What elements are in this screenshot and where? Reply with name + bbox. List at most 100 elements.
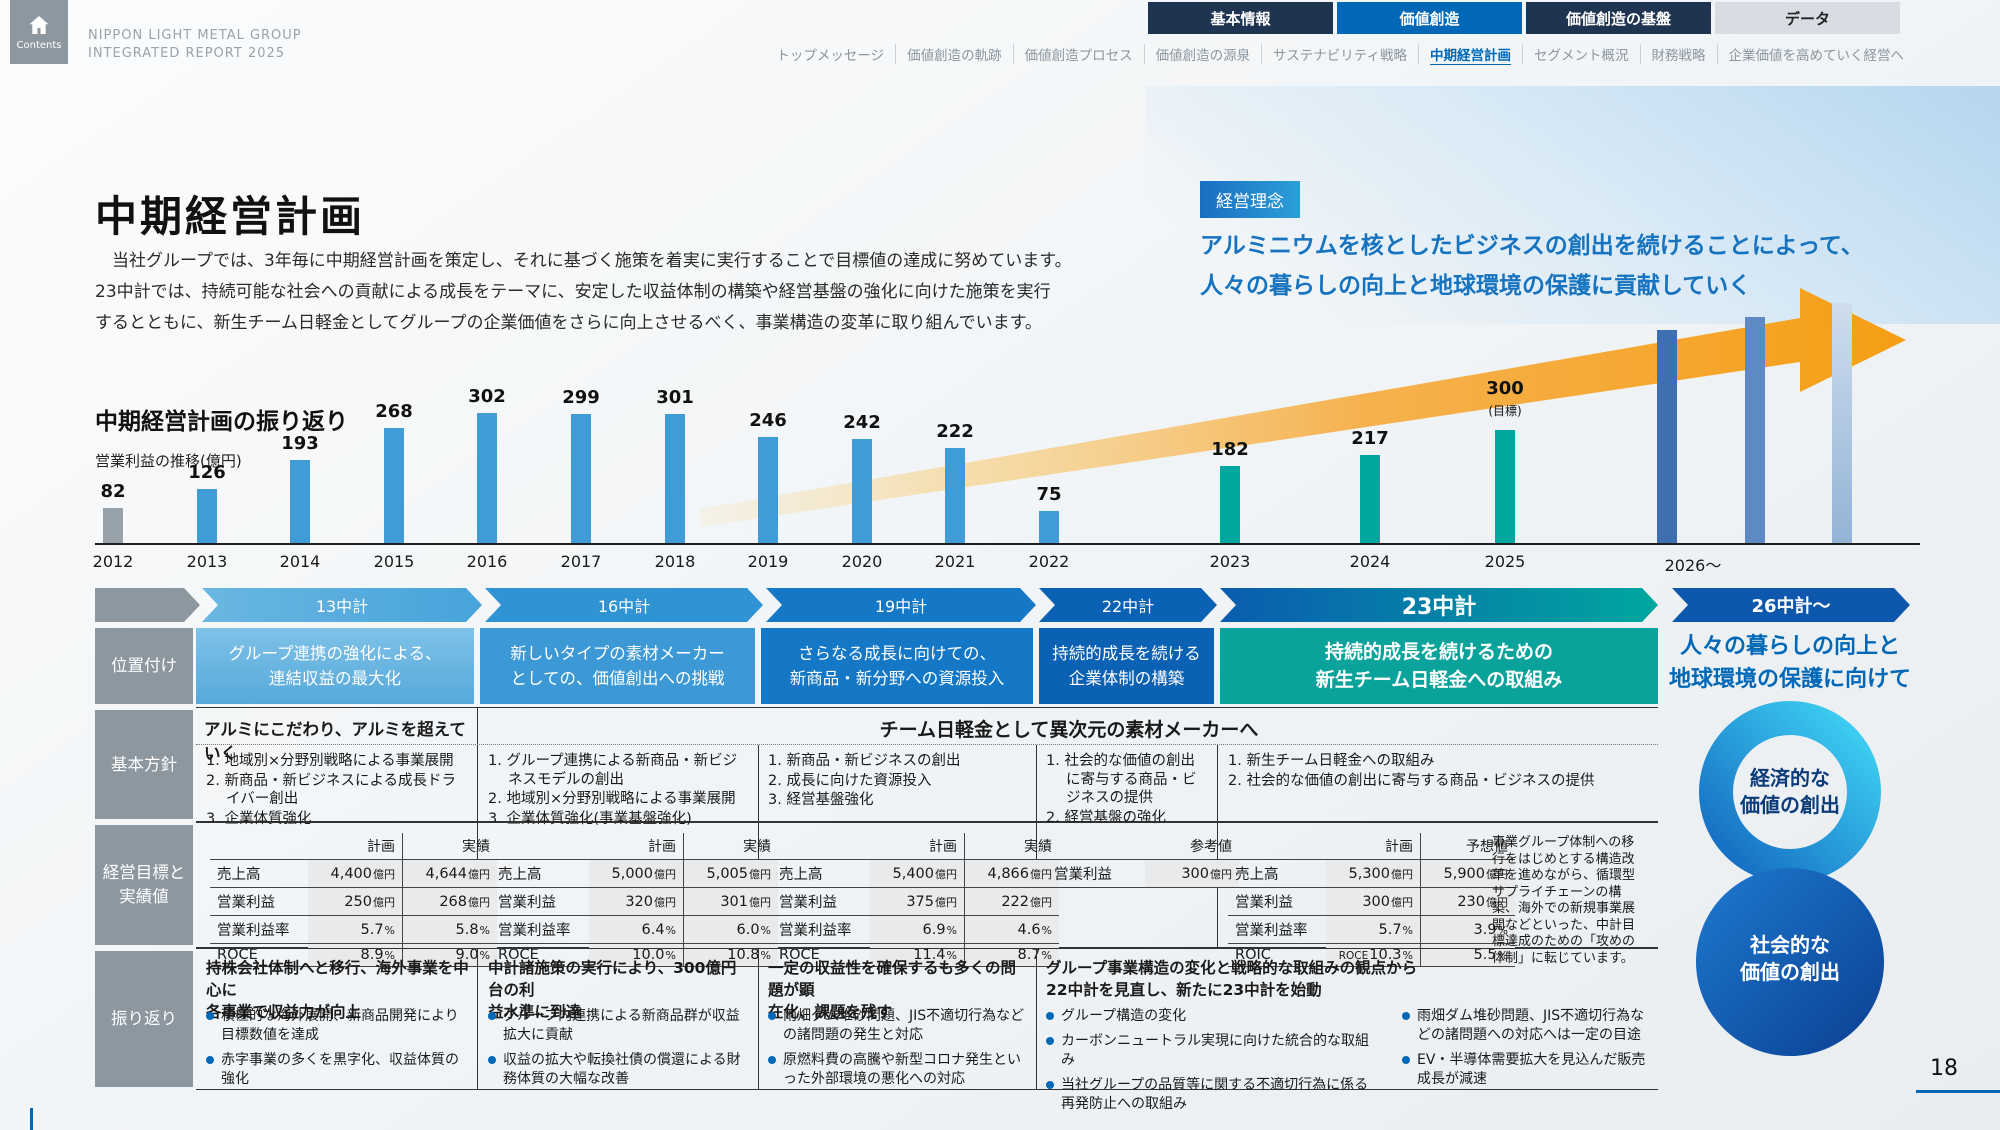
review-bullets-16: グループ内連携による新商品群が収益拡大に貢献 収益の拡大や転換社債の償還による財務… bbox=[488, 1007, 750, 1095]
bullet-dot bbox=[768, 1012, 776, 1020]
list-item: グループ内連携による新商品群が収益拡大に貢献 bbox=[488, 1007, 750, 1045]
timeline-label: 19中計 bbox=[874, 597, 928, 616]
bullet-dot bbox=[1402, 1012, 1410, 1020]
value-infinity-graphic bbox=[1696, 701, 1884, 1056]
report-brand: NIPPON LIGHT METAL GROUP INTEGRATED REPO… bbox=[88, 27, 302, 63]
list-item: 2. 地域別×分野別戦略による事業展開 bbox=[488, 791, 736, 807]
positioning-cell-23: 持続的成長を続けるための 新生チーム日軽金への取組み bbox=[1220, 628, 1658, 704]
review-row: 持株会社体制へと移行、海外事業を中心に 各事業で収益力が向上 積極的な海外展開、新… bbox=[196, 948, 1658, 1112]
policy-lead-13: アルミにこだわり、アルミを超えていく bbox=[204, 720, 466, 763]
goals-row: 計画 実績 売上高 4,400億円 4,644億円 営業利益 250億円 268億円 営業利益率… bbox=[196, 822, 1658, 967]
subnav-value-source[interactable]: 価値創造の源泉 bbox=[1143, 44, 1262, 64]
list-item: 雨畑ダム堆砂問題、JIS不適切行為などの諸問題への対応へは一定の目途 bbox=[1402, 1007, 1650, 1045]
timeline-label: 26中計〜 bbox=[1751, 596, 1831, 617]
list-item: 雨畑ダム堆砂問題、JIS不適切行為などの諸問題の発生と対応 bbox=[768, 1007, 1028, 1045]
positioning-cell-13: グループ連携の強化による、 連結収益の最大化 bbox=[196, 628, 474, 704]
chart-axis bbox=[95, 543, 1920, 545]
goals-table-23: 計画 予想値 売上高 5,300億円 5,900億円 営業利益 300億円 230億円 営業利益… bbox=[1228, 833, 1515, 967]
tab-value-creation[interactable]: 価値創造 bbox=[1337, 2, 1522, 34]
timeline-segment-19: 19中計 bbox=[766, 588, 1036, 622]
brand-line1: NIPPON LIGHT METAL GROUP bbox=[88, 28, 302, 43]
bullet-dot bbox=[1402, 1056, 1410, 1064]
review-bullets-2223-left: グループ構造の変化 カーボンニュートラル実現に向けた統合的な取組み 当社グループの品… bbox=[1046, 1007, 1378, 1120]
page-number: 18 bbox=[1930, 1056, 1958, 1081]
intro-line: するとともに、新生チーム日軽金としてグループの企業価値をさらに向上させるべく、事… bbox=[95, 313, 1042, 333]
economic-value-ring bbox=[1699, 701, 1881, 883]
timeline-label: 23中計 bbox=[1401, 595, 1477, 620]
list-item: 原燃料費の高騰や新型コロナ発生といった外部環境の悪化への対応 bbox=[768, 1051, 1028, 1089]
bullet-dot bbox=[1046, 1037, 1054, 1045]
philosophy-text: アルミニウムを核としたビジネスの創出を続けることによって、 人々の暮らしの向上と地… bbox=[1200, 233, 1864, 299]
policy-divider bbox=[196, 744, 1658, 745]
intro-line: 当社グループでは、3年毎に中期経営計画を策定し、それに基づく施策を着実に実行する… bbox=[95, 251, 1072, 271]
positioning-cell-19: さらなる成長に向けての、 新商品・新分野への資源投入 bbox=[761, 628, 1033, 704]
goals-table-13: 計画 実績 売上高 4,400億円 4,644億円 営業利益 250億円 268億円 営業利益率… bbox=[210, 833, 497, 967]
row-label-goals: 経営目標と 実績値 bbox=[95, 825, 193, 945]
contents-label: Contents bbox=[16, 40, 62, 51]
bullet-dot bbox=[206, 1056, 214, 1064]
policy-list-19: 1. 新商品・新ビジネスの創出 2. 成長に向けた資源投入 3. 経営基盤強化 bbox=[768, 752, 1026, 811]
bullet-dot bbox=[1046, 1012, 1054, 1020]
row-label-positioning: 位置付け bbox=[95, 628, 193, 704]
timeline-segment-23: 23中計 bbox=[1220, 588, 1658, 622]
goals-table-16: 計画 実績 売上高 5,000億円 5,005億円 営業利益 320億円 301億円 営業利益率… bbox=[491, 833, 778, 967]
list-item: カーボンニュートラル実現に向けた統合的な取組み bbox=[1046, 1032, 1378, 1070]
tab-data[interactable]: データ bbox=[1715, 2, 1900, 34]
subnav-sustainability[interactable]: サステナビリティ戦略 bbox=[1261, 44, 1418, 64]
goals-table-19: 計画 実績 売上高 5,400億円 4,866億円 営業利益 375億円 222億円 営業利益率… bbox=[772, 833, 1059, 967]
list-item: 収益の拡大や転換社債の償還による財務体質の大幅な改善 bbox=[488, 1051, 750, 1089]
positioning-cell-22: 持続的成長を続ける 企業体制の構築 bbox=[1039, 628, 1214, 704]
policy-list-16: 1. グループ連携による新商品・新ビジネスモデルの創出 2. 地域別×分野別戦略に… bbox=[488, 752, 750, 829]
review-headline-19: 一定の収益性を確保するも多くの問題が顕 在化、課題を残す bbox=[768, 959, 1017, 1021]
list-item: 1. 社会的な価値の創出に寄与する商品・ビジネスの提供 bbox=[1046, 753, 1197, 806]
bullet-dot bbox=[768, 1056, 776, 1064]
list-item: 2. 社会的な価値の創出に寄与する商品・ビジネスの提供 bbox=[1228, 772, 1595, 789]
subnav-value-history[interactable]: 価値創造の軌跡 bbox=[895, 44, 1013, 64]
review-headline-13: 持株会社体制へと移行、海外事業を中心に 各事業で収益力が向上 bbox=[206, 959, 469, 1021]
social-value-circle bbox=[1696, 868, 1884, 1056]
review-bullets-19: 雨畑ダム堆砂問題、JIS不適切行為などの諸問題の発生と対応 原燃料費の高騰や新型コ… bbox=[768, 1007, 1028, 1095]
subnav-midterm-plan[interactable]: 中期経営計画 bbox=[1418, 44, 1522, 64]
social-value-label: 社会的な 価値の創出 bbox=[1740, 933, 1840, 984]
bullet-dot bbox=[488, 1056, 496, 1064]
contents-button[interactable]: Contents bbox=[10, 0, 68, 64]
timeline-segment-pre bbox=[95, 588, 200, 622]
timeline-segment-22: 22中計 bbox=[1039, 588, 1217, 622]
bullet-dot bbox=[1046, 1081, 1054, 1089]
chart-title: 中期経営計画の振り返り bbox=[95, 409, 348, 435]
policy-list-22: 1. 社会的な価値の創出に寄与する商品・ビジネスの提供 2. 経営基盤の強化 bbox=[1046, 752, 1208, 828]
list-item: 1. 地域別×分野別戦略による事業展開 bbox=[206, 753, 454, 769]
page-title: 中期経営計画 bbox=[95, 192, 366, 242]
list-item: 1. グループ連携による新商品・新ビジネスモデルの創出 bbox=[488, 753, 738, 788]
sidebar-heading: 人々の暮らしの向上と 地球環境の保護に向けて bbox=[1668, 634, 1911, 692]
subnav-corporate-value[interactable]: 企業価値を高めていく経営へ bbox=[1716, 44, 1916, 64]
policy-lead-team: チーム日軽金として異次元の素材メーカーへ bbox=[879, 719, 1259, 741]
list-item: 積極的な海外展開、新商品開発により目標数値を達成 bbox=[206, 1007, 472, 1045]
bullet-dot bbox=[488, 1012, 496, 1020]
subnav-value-process[interactable]: 価値創造プロセス bbox=[1012, 44, 1144, 64]
row-label-policy: 基本方針 bbox=[95, 710, 193, 819]
tab-basic-info[interactable]: 基本情報 bbox=[1148, 2, 1333, 34]
tab-value-foundation[interactable]: 価値創造の基盤 bbox=[1526, 2, 1711, 34]
philosophy-panel: 経営理念 アルミニウムを核としたビジネスの創出を続けることによって、 人々の暮らし… bbox=[1145, 86, 2000, 324]
footer-accent-line bbox=[1916, 1090, 2000, 1093]
economic-value-label: 経済的な 価値の創出 bbox=[1740, 766, 1840, 817]
list-item: 赤字事業の多くを黒字化、収益体質の強化 bbox=[206, 1051, 472, 1089]
positioning-cell-16: 新しいタイプの素材メーカー としての、価値創出への挑戦 bbox=[480, 628, 755, 704]
left-accent-line bbox=[30, 1108, 33, 1130]
subnav-top-message[interactable]: トップメッセージ bbox=[776, 48, 885, 64]
list-item: 1. 新商品・新ビジネスの創出 bbox=[768, 753, 961, 769]
top-tabs: 基本情報 価値創造 価値創造の基盤 データ bbox=[1148, 2, 1900, 34]
policy-list-23: 1. 新生チーム日軽金への取組み 2. 社会的な価値の創出に寄与する商品・ビジネス… bbox=[1228, 752, 1640, 791]
timeline-label: 16中計 bbox=[597, 597, 651, 616]
review-headline-2223: グループ事業構造の変化と戦略的な取組みの観点から 22中計を見直し、新たに23中計… bbox=[1046, 959, 1418, 999]
sub-navigation: トップメッセージ 価値創造の軌跡 価値創造プロセス 価値創造の源泉 サステナビリ… bbox=[765, 44, 1915, 64]
brand-line2: INTEGRATED REPORT 2025 bbox=[88, 46, 286, 61]
list-item: 当社グループの品質等に関する不適切行為に係る再発防止への取組み bbox=[1046, 1076, 1378, 1114]
chart-unit-label: 営業利益の推移(億円) bbox=[95, 452, 242, 470]
subnav-financial-strategy[interactable]: 財務戦略 bbox=[1639, 44, 1717, 64]
subnav-segment-overview[interactable]: セグメント概況 bbox=[1522, 44, 1640, 64]
timeline-segment-13: 13中計 bbox=[202, 588, 482, 622]
